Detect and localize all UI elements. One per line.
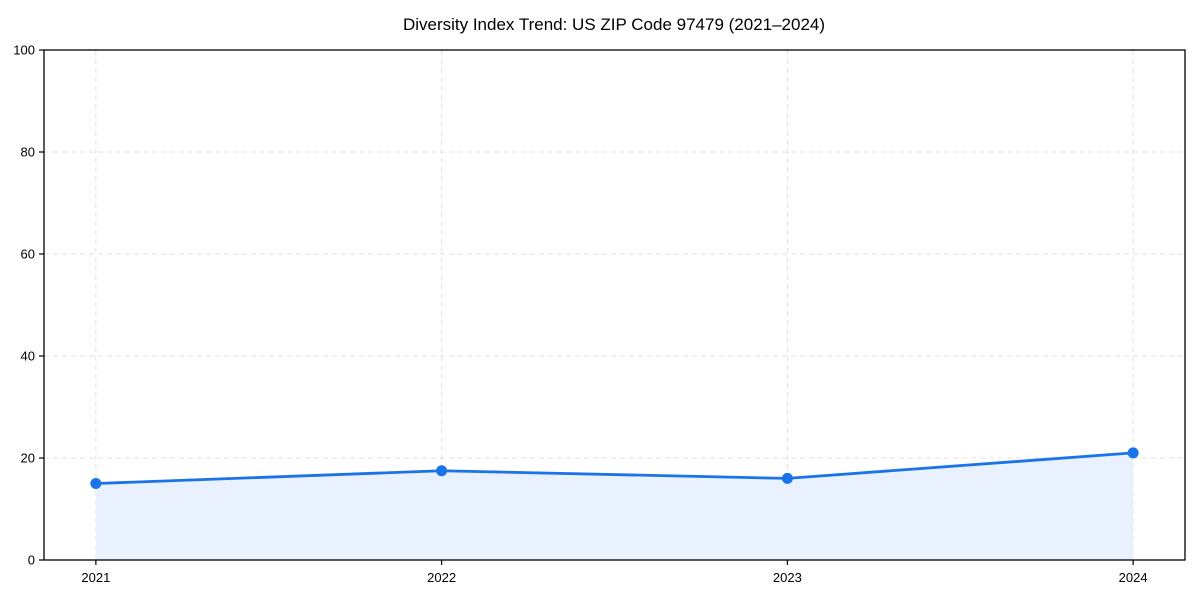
data-point-marker — [90, 478, 102, 489]
y-axis-tick-label: 60 — [21, 247, 35, 262]
ticks-layer: 0 20 40 60 80 100 2021 2022 2023 2024 — [13, 43, 1147, 586]
axes-frame — [43, 49, 1186, 561]
y-axis-tick-label: 100 — [13, 43, 35, 58]
line-layer — [94, 451, 1135, 485]
data-point-marker — [1127, 447, 1139, 459]
y-axis-tick-label: 20 — [21, 451, 35, 466]
data-point-marker — [436, 465, 448, 477]
area-fill — [95, 452, 1134, 560]
data-point-marker — [781, 472, 793, 484]
x-axis-tick-label: 2024 — [1119, 570, 1148, 585]
y-axis-tick-label: 40 — [21, 349, 35, 364]
chart-title: Diversity Index Trend: US ZIP Code 97479… — [403, 15, 825, 34]
y-axis-tick-label: 80 — [21, 145, 35, 160]
x-axis-tick-label: 2022 — [427, 570, 456, 585]
axes-frame-layer — [43, 49, 1186, 561]
area-fill-layer — [95, 452, 1134, 560]
y-axis-tick-label: 0 — [28, 553, 35, 568]
marker-layer — [90, 447, 1139, 489]
trend-line — [94, 451, 1135, 485]
x-axis-tick-label: 2021 — [81, 570, 110, 585]
x-axis-tick-label: 2023 — [773, 570, 802, 585]
